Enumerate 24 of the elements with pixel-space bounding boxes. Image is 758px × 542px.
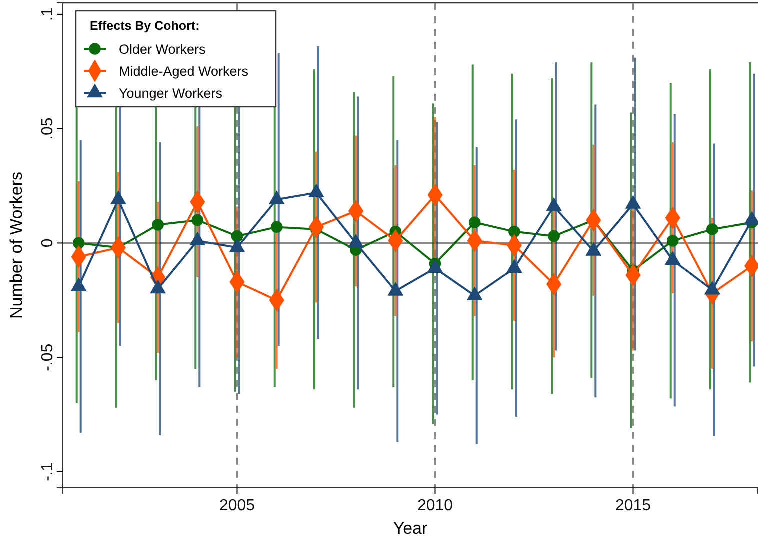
y-tick-label: .1 (40, 8, 57, 22)
y-tick-label: -.1 (40, 462, 57, 482)
y-axis-title: Number of Workers (7, 172, 26, 320)
x-axis-title: Year (393, 519, 428, 538)
y-tick-label: 0 (40, 238, 57, 248)
point (72, 237, 85, 250)
legend-title: Effects By Cohort: (90, 19, 200, 33)
point (508, 226, 520, 238)
y-tick-label: -.05 (40, 344, 57, 372)
legend-label: Older Workers (119, 42, 206, 57)
point (192, 214, 204, 226)
y-tick-label: .05 (40, 118, 57, 140)
legend-label: Younger Workers (119, 86, 223, 101)
point (666, 235, 679, 247)
point (548, 230, 560, 242)
point (706, 224, 718, 236)
x-tick-label: 2015 (615, 497, 652, 514)
point (152, 219, 164, 231)
point (468, 216, 481, 229)
point (231, 230, 244, 242)
x-tick-label: 2010 (417, 497, 454, 514)
point (270, 221, 283, 234)
x-tick-label: 2005 (219, 497, 256, 514)
legend-label: Middle-Aged Workers (119, 64, 249, 79)
